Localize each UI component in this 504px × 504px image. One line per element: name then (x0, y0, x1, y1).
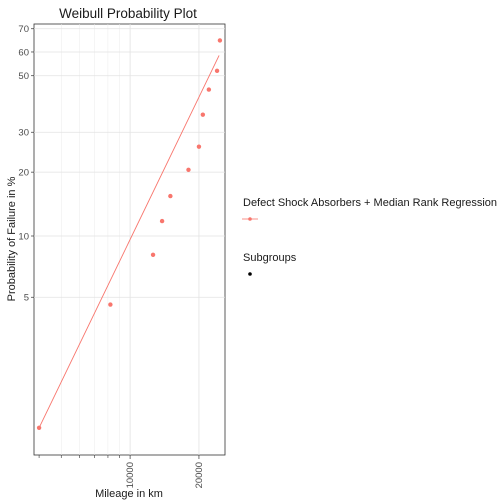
y-axis: 5 10 20 30 50 60 70 (18, 24, 34, 304)
data-point (214, 68, 220, 74)
fit-line-layer (38, 55, 220, 428)
legend-title-series: Defect Shock Absorbers + Median Rank Reg… (243, 197, 497, 209)
y-tick-label: 20 (18, 167, 29, 178)
x-axis-title: Mileage in km (95, 488, 163, 500)
chart-title: Weibull Probability Plot (59, 6, 197, 21)
point-layer (36, 38, 223, 430)
legend: Defect Shock Absorbers + Median Rank Reg… (242, 197, 497, 276)
legend-title-subgroups: Subgroups (243, 252, 297, 264)
data-point (196, 144, 202, 149)
data-point (168, 193, 173, 199)
data-point (186, 167, 191, 172)
y-tick-label: 50 (18, 71, 29, 82)
data-point (150, 252, 156, 258)
y-tick-label: 60 (18, 47, 29, 58)
data-point (159, 218, 165, 224)
plot-panel (33, 23, 226, 456)
x-tick-label: 20000 (194, 462, 205, 488)
x-axis: 10000 20000 (38, 455, 205, 488)
legend-key-point (248, 217, 252, 221)
regression-line (38, 55, 220, 428)
data-point (200, 112, 206, 117)
legend-key-subgroup-point (248, 272, 252, 276)
y-tick-label: 30 (18, 128, 29, 139)
y-tick-label: 5 (24, 293, 29, 304)
data-point (206, 87, 212, 92)
y-tick-label: 70 (18, 24, 29, 35)
y-tick-label: 10 (18, 231, 29, 242)
data-point (217, 38, 223, 43)
data-point (36, 425, 42, 430)
y-axis-title: Probability of Failure in % (6, 176, 18, 301)
data-point (108, 302, 113, 307)
x-tick-label: 10000 (125, 462, 136, 488)
